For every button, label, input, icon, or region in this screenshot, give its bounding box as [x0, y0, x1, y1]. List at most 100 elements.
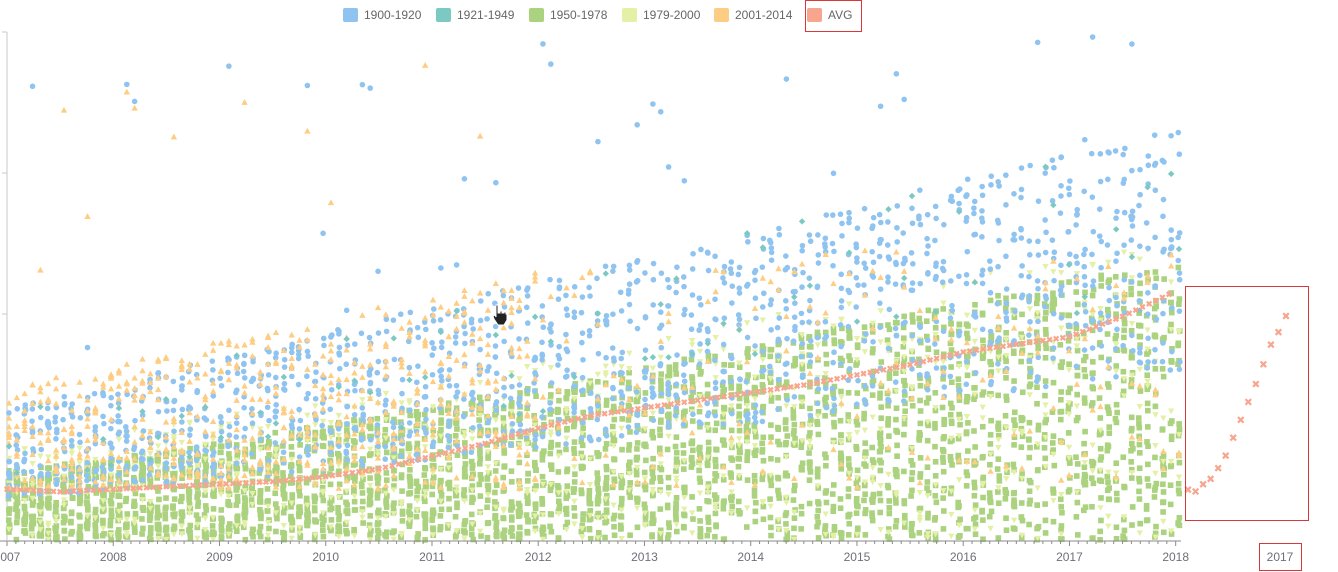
point-1979-2000: [461, 430, 468, 436]
point-1950-1978: [446, 495, 452, 502]
point-1979-2000: [100, 525, 107, 532]
point-1900-1920: [736, 322, 742, 328]
point-1900-1920: [705, 267, 712, 274]
point-1950-1978: [367, 488, 374, 495]
point-1900-1920: [524, 287, 530, 293]
point-1979-2000: [830, 440, 837, 446]
legend-item-2001-2014[interactable]: 2001-2014: [714, 6, 792, 24]
point-1950-1978: [421, 411, 428, 418]
point-1950-1978: [469, 499, 475, 506]
point-1900-1920: [571, 409, 577, 416]
point-1950-1978: [539, 430, 546, 437]
point-1979-2000: [696, 393, 704, 400]
legend-item-1921-1949[interactable]: 1921-1949: [436, 6, 514, 24]
point-1900-1920: [493, 399, 500, 405]
legend-item-1950-1978[interactable]: 1950-1978: [529, 6, 607, 24]
point-1950-1978: [311, 498, 318, 505]
point-1950-1978: [187, 445, 193, 452]
point-1950-1978: [234, 517, 241, 523]
point-1900-1920: [563, 441, 569, 447]
point-1979-2000: [272, 510, 280, 517]
point-2001-2014: [194, 374, 201, 381]
point-1950-1978: [155, 456, 161, 463]
point-1950-1978: [101, 530, 107, 537]
point-1900-1920: [681, 389, 688, 396]
point-2001-2014: [421, 447, 429, 453]
point-1900-1920: [289, 373, 295, 380]
point-1900-1920: [407, 429, 414, 435]
point-1900-1920: [399, 390, 405, 397]
point-1950-1978: [884, 482, 891, 489]
point-1900-1920: [768, 297, 775, 303]
point-1950-1978: [697, 532, 703, 539]
point-1950-1978: [823, 462, 829, 469]
legend-item-1900-1920[interactable]: 1900-1920: [343, 6, 421, 24]
point-2001-2014: [115, 367, 123, 374]
point-1900-1920: [226, 63, 232, 69]
point-2001-2014: [233, 426, 240, 433]
point-2001-2014: [390, 430, 397, 437]
point-1900-1920: [218, 428, 225, 435]
point-1950-1978: [531, 462, 538, 469]
point-1950-1978: [413, 513, 420, 520]
point-1900-1920: [399, 405, 405, 412]
point-1979-2000: [822, 511, 829, 518]
point-2001-2014: [194, 450, 201, 457]
point-1950-1978: [711, 492, 718, 498]
point-1950-1978: [814, 466, 821, 473]
point-1950-1978: [602, 519, 608, 526]
legend-item-avg[interactable]: AVG: [807, 6, 852, 24]
point-1900-1920: [649, 385, 655, 391]
point-1950-1978: [500, 474, 506, 481]
point-1900-1920: [226, 407, 232, 414]
point-1950-1978: [194, 476, 200, 483]
point-1900-1920: [571, 284, 578, 290]
point-1900-1920: [603, 432, 610, 438]
point-1900-1920: [320, 335, 327, 342]
point-1950-1978: [594, 450, 600, 456]
point-1979-2000: [194, 535, 201, 542]
point-1950-1978: [123, 498, 129, 505]
point-1950-1978: [350, 438, 357, 444]
legend-item-1979-2000[interactable]: 1979-2000: [622, 6, 700, 24]
point-1921-1949: [641, 355, 649, 362]
point-1900-1920: [720, 421, 727, 427]
point-2001-2014: [508, 287, 515, 293]
point-1950-1978: [720, 404, 727, 411]
point-1950-1978: [666, 520, 672, 526]
point-2001-2014: [508, 320, 515, 327]
point-2001-2014: [783, 313, 790, 319]
point-1950-1978: [446, 462, 453, 468]
point-1979-2000: [822, 531, 829, 538]
point-1950-1978: [564, 390, 571, 397]
point-1950-1978: [115, 527, 122, 533]
point-1900-1920: [69, 443, 75, 449]
point-1979-2000: [84, 513, 91, 520]
point-1979-2000: [500, 420, 507, 427]
point-1921-1949: [406, 376, 413, 384]
point-1979-2000: [225, 493, 233, 500]
point-1900-1920: [147, 385, 153, 391]
point-1950-1978: [823, 351, 829, 358]
point-1950-1978: [697, 444, 703, 451]
point-1900-1920: [556, 277, 563, 284]
point-1900-1920: [672, 412, 679, 419]
point-1950-1978: [869, 392, 876, 398]
point-1950-1978: [658, 377, 664, 383]
point-1950-1978: [878, 404, 884, 410]
point-1900-1920: [163, 479, 169, 486]
point-1979-2000: [586, 380, 594, 387]
point-2001-2014: [154, 451, 162, 457]
point-1950-1978: [382, 487, 388, 494]
point-1950-1978: [147, 530, 154, 537]
point-2001-2014: [563, 337, 570, 344]
point-2001-2014: [115, 463, 123, 470]
point-1950-1978: [360, 498, 366, 505]
point-1950-1978: [92, 525, 99, 532]
point-2001-2014: [60, 462, 68, 468]
point-1900-1920: [791, 314, 798, 320]
point-1950-1978: [721, 442, 728, 448]
point-1900-1920: [140, 428, 147, 434]
point-1950-1978: [831, 527, 838, 533]
point-1900-1920: [617, 289, 624, 296]
